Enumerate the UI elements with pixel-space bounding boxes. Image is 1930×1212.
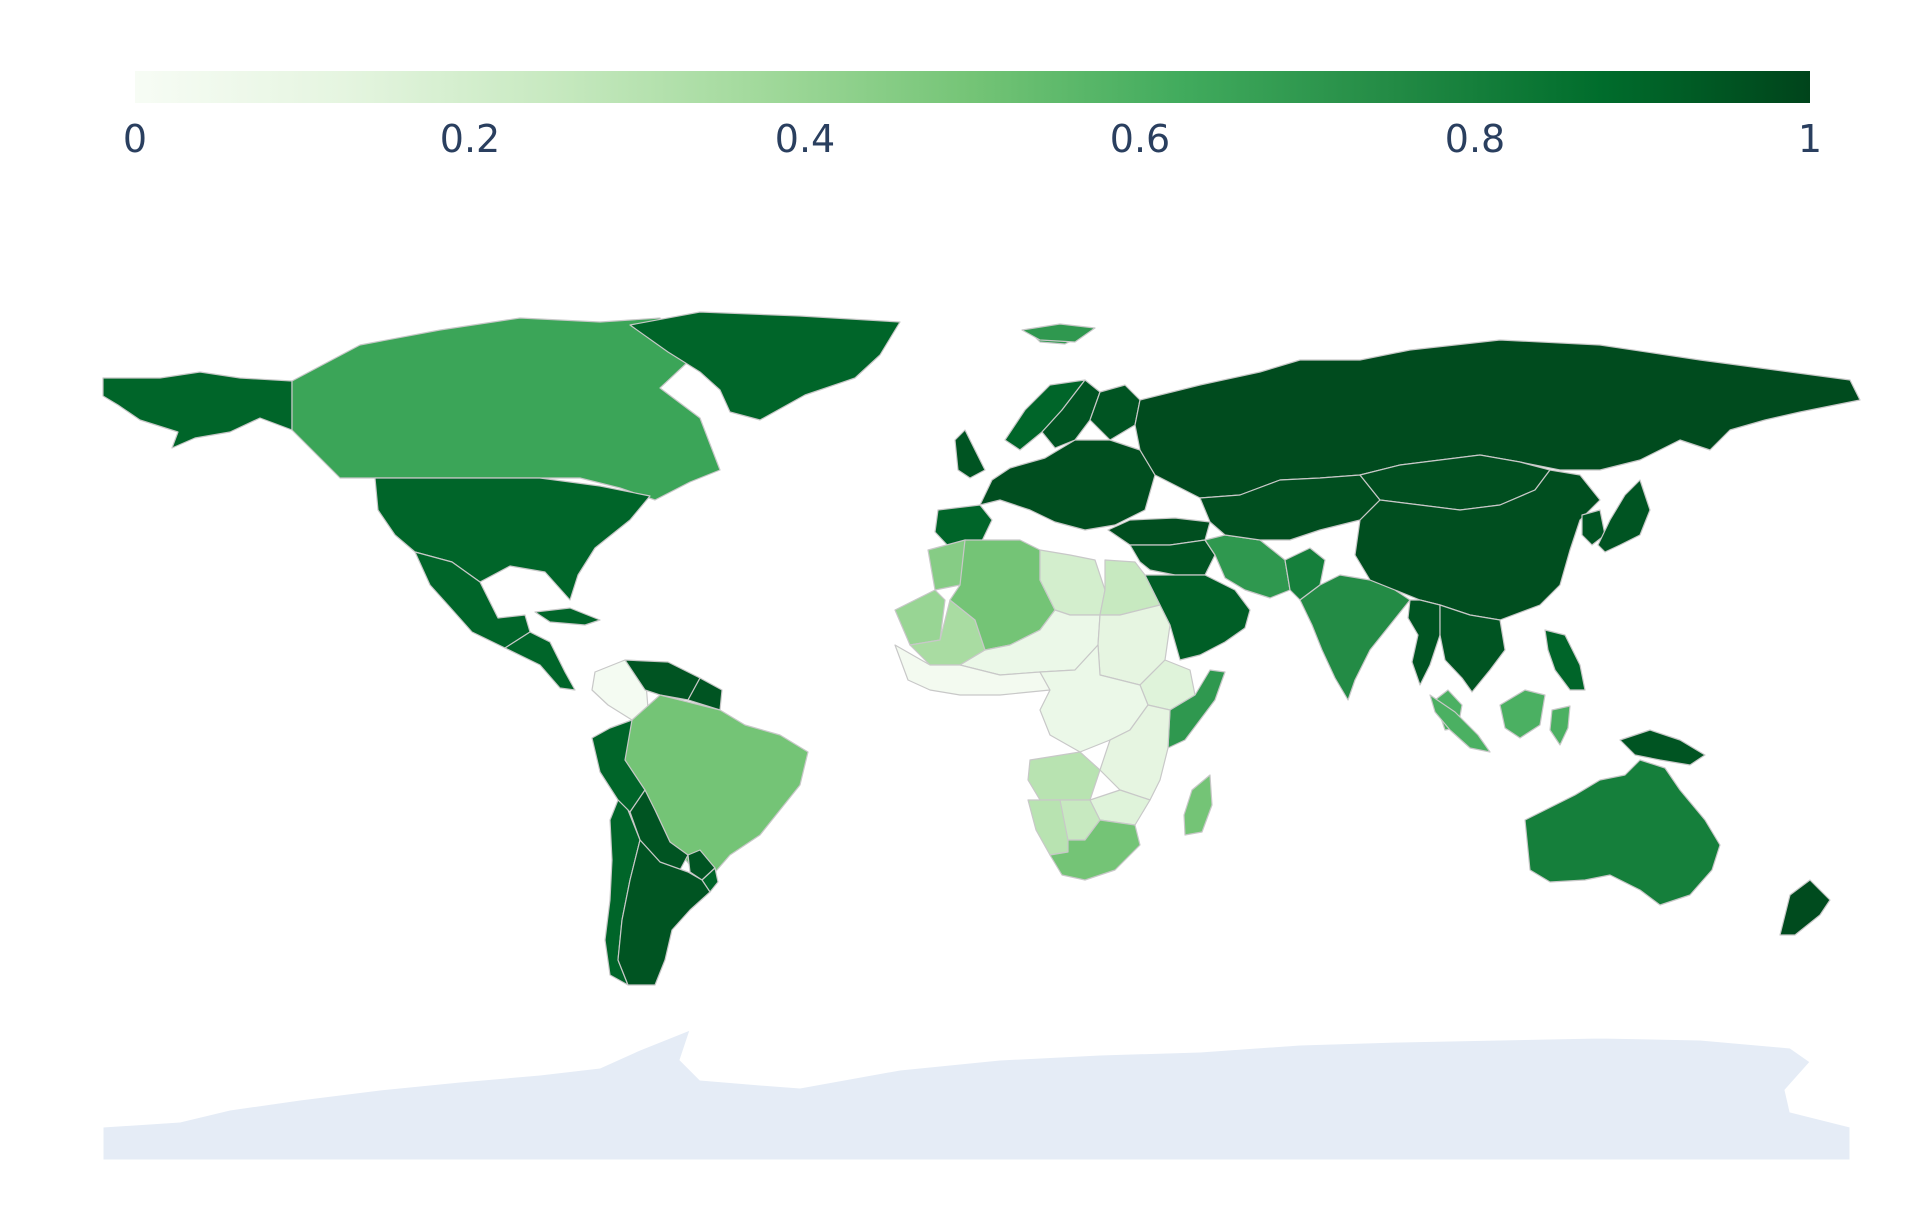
region-zimbabwe	[1089, 789, 1151, 826]
region-svalbard	[1021, 323, 1096, 343]
region-greenland	[629, 311, 901, 421]
colorbar: 0 0.2 0.4 0.6 0.8 1	[123, 71, 1822, 161]
region-philippines	[1544, 629, 1586, 691]
region-borneo	[1499, 689, 1546, 739]
region-guyana	[687, 677, 723, 711]
region-antarctica	[102, 1029, 1851, 1161]
region-canada	[291, 317, 721, 501]
colorbar-tick-1: 0.2	[440, 117, 500, 161]
region-china	[1354, 469, 1601, 621]
region-united-kingdom	[954, 429, 986, 479]
colorbar-tick-0: 0	[123, 117, 147, 161]
region-madagascar	[1183, 774, 1213, 836]
region-central-america	[504, 631, 576, 691]
region-east-africa	[1099, 704, 1171, 801]
region-papua-new-guinea	[1619, 729, 1706, 766]
region-europe	[979, 439, 1156, 531]
region-myanmar	[1407, 599, 1441, 686]
region-indochina	[1439, 604, 1506, 693]
region-korea	[1581, 509, 1606, 546]
region-japan	[1597, 479, 1651, 553]
region-sulawesi	[1549, 705, 1571, 746]
region-australia	[1524, 759, 1721, 906]
colorbar-tick-5: 1	[1798, 117, 1822, 161]
region-sumatra	[1429, 694, 1491, 753]
country-layer	[102, 311, 1861, 1161]
region-western-sahara	[894, 589, 946, 646]
region-saudi-arabia	[1144, 574, 1251, 661]
colorbar-tick-4: 0.8	[1445, 117, 1505, 161]
region-angola	[1027, 751, 1101, 801]
region-united-states	[374, 477, 651, 601]
region-alaska	[102, 371, 293, 449]
region-south-africa	[1049, 819, 1141, 881]
colorbar-tick-3: 0.6	[1110, 117, 1170, 161]
region-middle-east	[1129, 539, 1216, 576]
region-new-zealand	[1779, 879, 1831, 936]
region-india	[1299, 574, 1411, 701]
colorbar-tick-2: 0.4	[775, 117, 835, 161]
region-somalia	[1167, 669, 1226, 749]
region-argentina	[617, 839, 711, 986]
region-cuba	[534, 607, 601, 626]
colorbar-gradient	[135, 71, 1810, 103]
